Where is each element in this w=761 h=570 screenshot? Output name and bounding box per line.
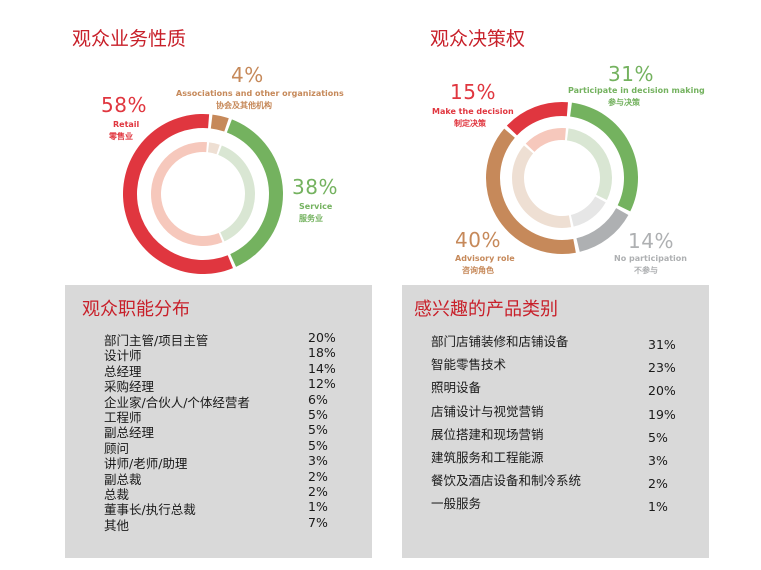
product-row-label: 智能零售技术 [431, 357, 507, 373]
function-row-label: 讲师/老师/助理 [104, 456, 188, 472]
function-row-value: 5% [308, 407, 328, 422]
donut-slice-inner [207, 142, 220, 155]
chart1-slice-assoc-pct: 4% [231, 63, 264, 87]
function-row-value: 14% [308, 360, 336, 376]
function-row-value: 5% [308, 422, 328, 438]
chart1-slice-assoc-zh: 协会及其他机构 [216, 101, 272, 110]
chart2-slice-none-pct: 14% [628, 229, 674, 253]
product-row-label: 一般服务 [431, 496, 482, 512]
function-row-label: 副总经理 [104, 425, 155, 441]
chart1-slice-assoc-en: Associations and other organizations [176, 89, 344, 98]
function-row-label: 总裁 [104, 487, 130, 502]
product-interest-title: 感兴趣的产品类别 [414, 299, 558, 320]
product-row-label: 店铺设计与视觉营销 [431, 403, 544, 419]
function-row-value: 2% [308, 484, 328, 499]
chart2-slice-participate-pct: 31% [608, 62, 654, 86]
function-row-label: 工程师 [104, 410, 142, 425]
donut-slice-outer [210, 114, 229, 132]
product-row-value: 31% [648, 337, 676, 352]
donut-slice-inner [525, 127, 566, 152]
chart1-slice-service-zh: 服务业 [299, 214, 323, 223]
function-row-label: 副总裁 [104, 471, 142, 487]
product-row-label: 照明设备 [431, 380, 482, 396]
chart2-slice-advisory-en: Advisory role [455, 254, 515, 263]
chart2-slice-participate-en: Participate in decision making [568, 86, 705, 95]
function-row-label: 企业家/合伙人/个体经营者 [104, 394, 250, 410]
chart1-title: 观众业务性质 [72, 28, 187, 50]
product-row-value: 19% [648, 406, 676, 422]
function-row-value: 3% [308, 453, 328, 469]
donut-slice-outer [486, 128, 576, 254]
chart1-slice-service-en: Service [299, 202, 333, 211]
donut-slice-inner [566, 128, 612, 200]
function-row-label: 董事长/执行总裁 [104, 502, 196, 518]
chart2-slice-none-zh: 不参与 [634, 266, 658, 275]
product-row-label: 部门店铺装修和店铺设备 [431, 334, 569, 349]
product-row-value: 3% [648, 453, 668, 468]
chart2-slice-make-pct: 15% [450, 80, 496, 104]
product-row-value: 5% [648, 429, 668, 445]
donut-slice-outer [506, 102, 568, 136]
audience-function-panel: 观众职能分布 部门主管/项目主管 20% 设计师 18% 总经理 14% 采购经理 12% 企业… [65, 285, 372, 558]
donut-slice-inner [511, 145, 572, 228]
function-row-value: 7% [308, 514, 328, 530]
chart2-slice-make-en: Make the decision [432, 107, 514, 116]
product-row-value: 2% [648, 476, 668, 492]
audience-function-title: 观众职能分布 [82, 299, 190, 320]
donut-slice-outer [576, 208, 629, 252]
function-row-label: 总经理 [104, 363, 142, 379]
donut-slice-inner [570, 196, 606, 227]
product-row-label: 建筑服务和工程能源 [431, 450, 544, 465]
product-row-value: 1% [648, 499, 668, 515]
product-interest-panel: 感兴趣的产品类别 部门店铺装修和店铺设备 31% 智能零售技术 23% 照明设备 20% 店… [402, 285, 709, 558]
donut-slice-outer [123, 114, 233, 274]
chart2-slice-advisory-pct: 40% [455, 228, 501, 252]
function-row-value: 1% [308, 499, 328, 515]
function-row-label: 采购经理 [104, 379, 155, 395]
donut-slice-outer [226, 119, 284, 267]
function-row-label: 设计师 [104, 348, 142, 364]
chart1-slice-retail-zh: 零售业 [109, 132, 133, 141]
function-row-label: 其他 [104, 517, 130, 533]
function-row-value: 2% [308, 468, 328, 484]
function-row-value: 20% [308, 330, 336, 345]
donut-slice-outer [570, 102, 638, 212]
product-row-value: 23% [648, 360, 676, 376]
chart2-slice-participate-zh: 参与决策 [608, 98, 640, 107]
function-row-value: 18% [308, 345, 336, 361]
chart2-title: 观众决策权 [430, 28, 526, 50]
function-row-value: 5% [308, 437, 328, 453]
function-row-value: 12% [308, 376, 336, 392]
chart1-slice-retail-pct: 58% [101, 93, 147, 117]
function-row-label: 部门主管/项目主管 [104, 333, 209, 348]
chart1-slice-retail-en: Retail [113, 120, 140, 129]
product-row-label: 展位搭建和现场营销 [431, 426, 544, 442]
chart2-slice-advisory-zh: 咨询角色 [462, 266, 494, 275]
donut-slice-inner [218, 145, 255, 242]
donut-slice-inner [151, 142, 223, 247]
chart1-slice-service-pct: 38% [292, 175, 338, 199]
function-row-value: 6% [308, 391, 328, 407]
function-row-label: 顾问 [104, 440, 130, 456]
product-row-value: 20% [648, 383, 676, 399]
chart2-slice-none-en: No participation [614, 254, 687, 263]
chart2-slice-make-zh: 制定决策 [454, 119, 486, 128]
product-row-label: 餐饮及酒店设备和制冷系统 [431, 473, 582, 489]
